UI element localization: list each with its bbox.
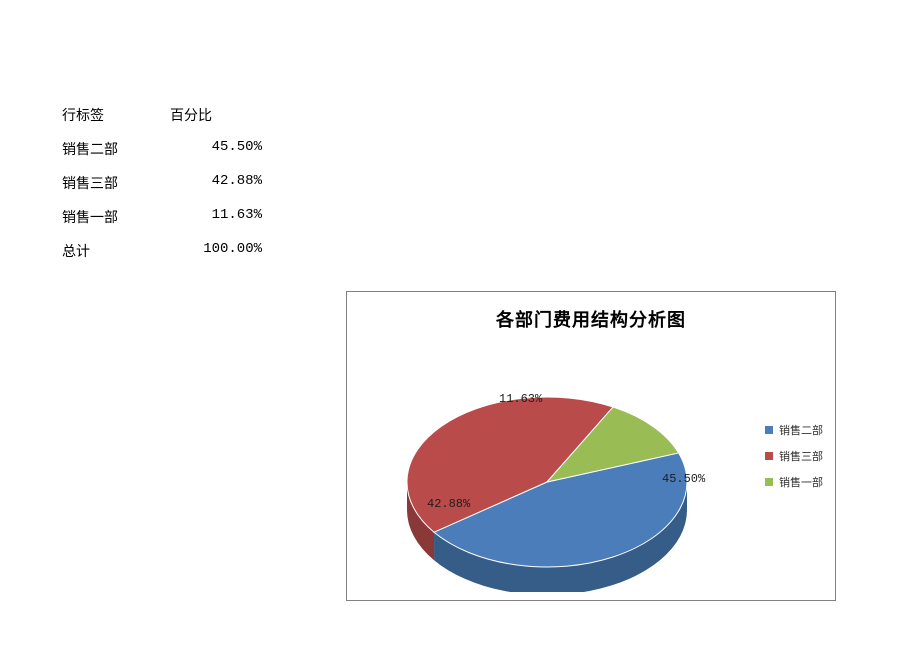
header-label: 行标签 xyxy=(62,105,170,125)
chart-legend: 销售二部 销售三部 销售一部 xyxy=(765,422,823,500)
row-value: 42.88% xyxy=(170,173,262,189)
pie-chart-container: 各部门费用结构分析图 45.50% 42.88% 11.63% 销售二部 销售三… xyxy=(346,291,836,601)
total-label: 总计 xyxy=(62,241,170,261)
table-row: 销售一部 11.63% xyxy=(62,207,262,241)
legend-label: 销售二部 xyxy=(779,422,823,438)
row-value: 11.63% xyxy=(170,207,262,223)
legend-label: 销售三部 xyxy=(779,448,823,464)
total-value: 100.00% xyxy=(170,241,262,257)
table-row: 销售二部 45.50% xyxy=(62,139,262,173)
slice-label-0: 45.50% xyxy=(662,472,705,486)
legend-swatch xyxy=(765,426,773,434)
table-total-row: 总计 100.00% xyxy=(62,241,262,275)
percentage-table: 行标签 百分比 销售二部 45.50% 销售三部 42.88% 销售一部 11.… xyxy=(62,105,262,275)
slice-label-1: 42.88% xyxy=(427,497,470,511)
legend-label: 销售一部 xyxy=(779,474,823,490)
row-value: 45.50% xyxy=(170,139,262,155)
legend-item: 销售二部 xyxy=(765,422,823,438)
table-row: 销售三部 42.88% xyxy=(62,173,262,207)
pie-chart: 45.50% 42.88% 11.63% xyxy=(367,352,727,592)
slice-label-2: 11.63% xyxy=(499,392,542,406)
header-value: 百分比 xyxy=(170,105,262,125)
row-label: 销售二部 xyxy=(62,139,170,159)
row-label: 销售三部 xyxy=(62,173,170,193)
table-header-row: 行标签 百分比 xyxy=(62,105,262,139)
legend-item: 销售三部 xyxy=(765,448,823,464)
legend-swatch xyxy=(765,478,773,486)
row-label: 销售一部 xyxy=(62,207,170,227)
legend-item: 销售一部 xyxy=(765,474,823,490)
chart-title: 各部门费用结构分析图 xyxy=(347,306,835,332)
legend-swatch xyxy=(765,452,773,460)
